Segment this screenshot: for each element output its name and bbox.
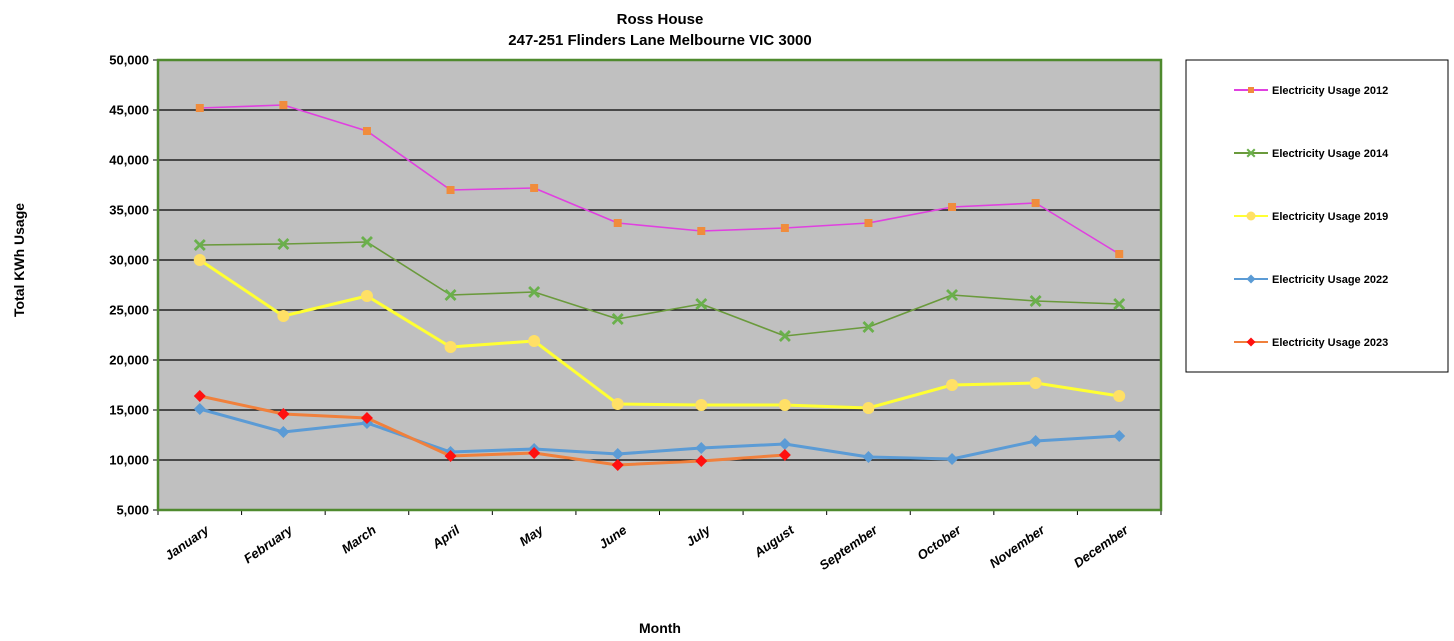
series-2 (193, 236, 1126, 342)
legend-swatch-marker (1248, 87, 1254, 93)
y-tick-label: 35,000 (109, 203, 149, 218)
legend: Electricity Usage 2012 Electricity Usage … (1185, 59, 1449, 373)
data-point (864, 219, 873, 227)
data-point (695, 298, 708, 310)
series-line (199, 407, 1120, 461)
data-point (195, 104, 204, 112)
y-tick-label: 50,000 (109, 53, 149, 68)
series-line (198, 258, 1120, 410)
data-point (1113, 390, 1126, 402)
y-tick-label: 10,000 (109, 453, 149, 468)
y-tick-label: 5,000 (116, 503, 149, 518)
data-point (277, 238, 290, 250)
data-point (778, 449, 791, 461)
data-point (1029, 377, 1042, 389)
data-point (444, 450, 457, 462)
series-line (199, 241, 1120, 337)
data-point (277, 310, 290, 322)
data-point (1029, 295, 1042, 307)
data-point (695, 455, 708, 467)
legend-label: Electricity Usage 2012 (1272, 85, 1388, 97)
legend-swatch-marker (1246, 274, 1256, 284)
y-tick-label: 45,000 (109, 103, 149, 118)
data-point (862, 321, 875, 333)
data-point (530, 184, 539, 192)
data-point (1029, 435, 1042, 447)
data-point (780, 224, 789, 232)
y-tick-label: 40,000 (109, 153, 149, 168)
legend-item: Electricity Usage 2023 (1234, 337, 1388, 349)
data-point (948, 203, 957, 211)
data-point (862, 402, 875, 414)
data-point (946, 453, 959, 465)
data-point (277, 426, 290, 438)
legend-swatch-marker (1246, 337, 1256, 347)
data-point (1115, 250, 1124, 258)
legend-label: Electricity Usage 2022 (1272, 274, 1388, 286)
series-3 (193, 254, 1126, 414)
y-tick-label: 20,000 (109, 353, 149, 368)
legend-item: Electricity Usage 2019 (1234, 211, 1388, 223)
data-point (446, 186, 455, 194)
data-point (360, 412, 373, 424)
data-point (695, 399, 708, 411)
series-1 (195, 101, 1124, 258)
data-point (695, 442, 708, 454)
data-point (277, 408, 290, 420)
legend-label: Electricity Usage 2019 (1272, 211, 1388, 223)
data-point (193, 403, 206, 415)
series-line (199, 104, 1120, 255)
data-point (697, 227, 706, 235)
data-point (444, 341, 457, 353)
chart-subtitle: 247-251 Flinders Lane Melbourne VIC 3000 (508, 32, 811, 49)
legend-label: Electricity Usage 2014 (1272, 148, 1389, 160)
data-point (1113, 430, 1126, 442)
data-point (1113, 298, 1126, 310)
y-tick-label: 30,000 (109, 253, 149, 268)
data-point (778, 438, 791, 450)
x-axis-title: Month (639, 620, 681, 636)
data-point (611, 398, 624, 410)
data-point (444, 289, 457, 301)
data-point (193, 390, 206, 402)
y-tick-label: 15,000 (109, 403, 149, 418)
chart-title: Ross House (617, 11, 704, 28)
legend-label: Electricity Usage 2023 (1272, 337, 1388, 349)
data-point (778, 399, 791, 411)
data-point (360, 290, 373, 302)
legend-box (1185, 59, 1449, 373)
data-point (611, 448, 624, 460)
data-point (528, 447, 541, 459)
data-point (360, 236, 373, 248)
data-point (613, 219, 622, 227)
y-tick-label: 25,000 (109, 303, 149, 318)
plot-background (158, 60, 1161, 510)
data-point (193, 254, 206, 266)
series-4 (193, 403, 1126, 465)
data-point (862, 451, 875, 463)
data-point (279, 101, 288, 109)
legend-swatch-marker (1246, 211, 1256, 221)
legend-swatch-marker (1246, 148, 1256, 158)
series-line (199, 394, 785, 467)
data-point (528, 286, 541, 298)
data-point (946, 379, 959, 391)
data-point (611, 313, 624, 325)
series-5 (193, 390, 791, 471)
legend-item: Electricity Usage 2012 (1234, 85, 1388, 97)
data-point (528, 335, 541, 347)
data-point (193, 239, 206, 251)
data-point (778, 330, 791, 342)
data-point (1031, 199, 1040, 207)
data-point (362, 127, 371, 135)
legend-item: Electricity Usage 2022 (1234, 274, 1388, 286)
data-point (946, 289, 959, 301)
y-axis-title: Total KWh Usage (11, 203, 27, 317)
data-point (611, 459, 624, 471)
plot-area: 5,000 10,000 15,000 20,000 25,000 30,000 35,00… (109, 53, 1163, 573)
legend-item: Electricity Usage 2014 (1234, 148, 1389, 160)
plot-border (156, 58, 1163, 512)
